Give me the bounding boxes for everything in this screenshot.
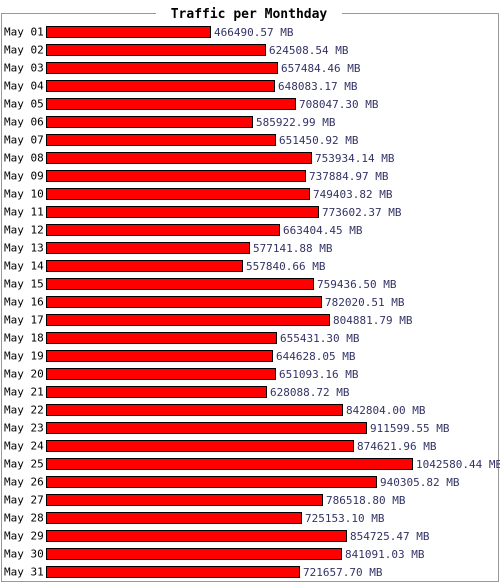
bar [46, 296, 322, 308]
bar [46, 386, 267, 398]
value-label: 773602.37 MB [322, 206, 402, 219]
value-label: 841091.03 MB [345, 548, 425, 561]
chart-title-background [156, 5, 342, 21]
category-label: May 14 [4, 260, 44, 273]
category-label: May 15 [4, 278, 44, 291]
bar [46, 422, 367, 434]
bar [46, 62, 278, 74]
category-label: May 29 [4, 530, 44, 543]
bar [46, 134, 276, 146]
value-label: 804881.79 MB [333, 314, 413, 327]
bar [46, 494, 323, 506]
category-label: May 18 [4, 332, 44, 345]
value-label: 651450.92 MB [279, 134, 359, 147]
value-label: 874621.96 MB [357, 440, 437, 453]
value-label: 842804.00 MB [346, 404, 426, 417]
value-label: 648083.17 MB [278, 80, 358, 93]
value-label: 585922.99 MB [256, 116, 336, 129]
bar [46, 368, 276, 380]
category-label: May 06 [4, 116, 44, 129]
bar [46, 116, 253, 128]
value-label: 911599.55 MB [370, 422, 450, 435]
category-label: May 17 [4, 314, 44, 327]
value-label: 1042580.44 MB [416, 458, 500, 471]
category-label: May 03 [4, 62, 44, 75]
value-label: 466490.57 MB [214, 26, 294, 39]
value-label: 644628.05 MB [276, 350, 356, 363]
category-label: May 26 [4, 476, 44, 489]
bar [46, 350, 273, 362]
bar [46, 80, 275, 92]
bar [46, 548, 342, 560]
category-label: May 31 [4, 566, 44, 579]
category-label: May 05 [4, 98, 44, 111]
bar [46, 404, 343, 416]
bar [46, 458, 413, 470]
bar [46, 440, 354, 452]
category-label: May 23 [4, 422, 44, 435]
bar [46, 98, 296, 110]
bar [46, 224, 280, 236]
category-label: May 04 [4, 80, 44, 93]
category-label: May 10 [4, 188, 44, 201]
value-label: 782020.51 MB [325, 296, 405, 309]
value-label: 577141.88 MB [253, 242, 333, 255]
category-label: May 02 [4, 44, 44, 57]
bar [46, 152, 312, 164]
value-label: 725153.10 MB [305, 512, 385, 525]
bar [46, 278, 314, 290]
category-label: May 09 [4, 170, 44, 183]
bar [46, 170, 306, 182]
value-label: 749403.82 MB [313, 188, 393, 201]
category-label: May 07 [4, 134, 44, 147]
bar [46, 332, 277, 344]
value-label: 655431.30 MB [280, 332, 360, 345]
bar [46, 206, 319, 218]
category-label: May 16 [4, 296, 44, 309]
category-label: May 24 [4, 440, 44, 453]
category-label: May 22 [4, 404, 44, 417]
bar [46, 242, 250, 254]
value-label: 557840.66 MB [246, 260, 326, 273]
value-label: 737884.97 MB [309, 170, 389, 183]
category-label: May 11 [4, 206, 44, 219]
category-label: May 12 [4, 224, 44, 237]
value-label: 759436.50 MB [317, 278, 397, 291]
category-label: May 25 [4, 458, 44, 471]
category-label: May 20 [4, 368, 44, 381]
bar [46, 512, 302, 524]
category-label: May 27 [4, 494, 44, 507]
value-label: 753934.14 MB [315, 152, 395, 165]
bar [46, 188, 310, 200]
bar [46, 26, 211, 38]
value-label: 854725.47 MB [350, 530, 430, 543]
category-label: May 13 [4, 242, 44, 255]
category-label: May 28 [4, 512, 44, 525]
bar [46, 260, 243, 272]
category-label: May 21 [4, 386, 44, 399]
bar [46, 476, 377, 488]
value-label: 628088.72 MB [270, 386, 350, 399]
value-label: 651093.16 MB [279, 368, 359, 381]
category-label: May 19 [4, 350, 44, 363]
bar [46, 530, 347, 542]
value-label: 940305.82 MB [380, 476, 460, 489]
bar [46, 314, 330, 326]
chart-title: Traffic per Monthday [171, 7, 328, 22]
value-label: 624508.54 MB [269, 44, 349, 57]
value-label: 708047.30 MB [299, 98, 379, 111]
value-label: 786518.80 MB [326, 494, 406, 507]
bar [46, 44, 266, 56]
category-label: May 08 [4, 152, 44, 165]
category-label: May 01 [4, 26, 44, 39]
bar-rows: May 01 466490.57 MB May 02 624508.54 MB May … [4, 26, 500, 580]
value-label: 663404.45 MB [283, 224, 363, 237]
value-label: 657484.46 MB [281, 62, 361, 75]
bar [46, 566, 300, 578]
category-label: May 30 [4, 548, 44, 561]
value-label: 721657.70 MB [303, 566, 383, 579]
